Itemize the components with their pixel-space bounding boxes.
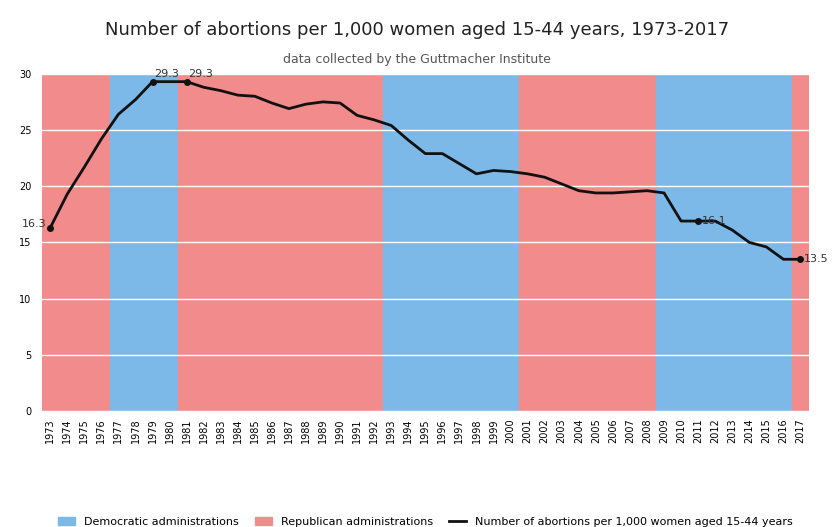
Text: 29.3: 29.3 xyxy=(154,70,179,80)
Text: 16.3: 16.3 xyxy=(23,219,47,229)
Bar xyxy=(792,74,809,411)
Bar xyxy=(383,74,519,411)
Text: Number of abortions per 1,000 women aged 15-44 years, 1973-2017: Number of abortions per 1,000 women aged… xyxy=(105,21,729,39)
Text: data collected by the Guttmacher Institute: data collected by the Guttmacher Institu… xyxy=(283,53,551,66)
Bar xyxy=(42,74,110,411)
Legend: Democratic administrations, Republican administrations, Number of abortions per : Democratic administrations, Republican a… xyxy=(58,517,792,527)
Text: 13.5: 13.5 xyxy=(804,255,828,264)
Bar xyxy=(110,74,178,411)
Text: 16.1: 16.1 xyxy=(701,216,726,226)
Bar xyxy=(656,74,792,411)
Bar xyxy=(178,74,383,411)
Bar xyxy=(519,74,656,411)
Text: 29.3: 29.3 xyxy=(188,70,214,80)
